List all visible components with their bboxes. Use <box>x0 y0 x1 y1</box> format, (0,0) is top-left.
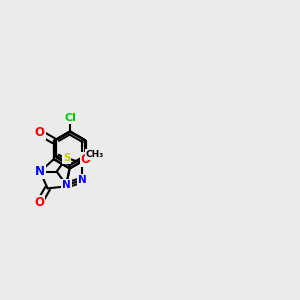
Text: O: O <box>81 153 91 166</box>
Text: S: S <box>63 153 70 163</box>
Text: O: O <box>34 126 45 139</box>
Text: N: N <box>35 165 45 178</box>
Text: N: N <box>62 180 71 190</box>
Text: Cl: Cl <box>64 113 76 123</box>
Text: CH₃: CH₃ <box>85 150 103 159</box>
Text: N: N <box>78 175 87 185</box>
Text: O: O <box>34 196 44 209</box>
